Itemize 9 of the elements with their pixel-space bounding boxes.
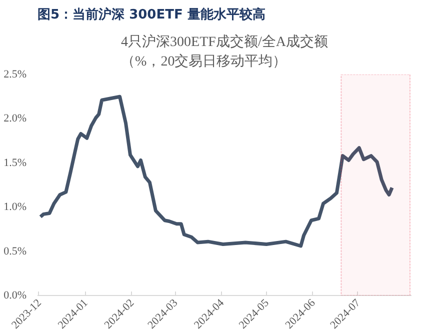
chart-title: 图5：当前沪深 300ETF 量能水平较高 xyxy=(38,6,266,22)
line-series xyxy=(38,94,394,248)
y-tick-label: 2.0% xyxy=(4,112,27,125)
y-tick-label: 1.5% xyxy=(4,156,27,169)
y-tick-label: 0.0% xyxy=(4,290,27,302)
y-tick-label: 1.0% xyxy=(4,201,27,214)
y-tick-label: 0.5% xyxy=(4,245,27,258)
y-tick-label: 2.5% xyxy=(4,68,27,80)
chart-subtitle: 4只沪深300ETF成交额/全A成交额（%，20交易日移动平均） xyxy=(121,34,328,70)
